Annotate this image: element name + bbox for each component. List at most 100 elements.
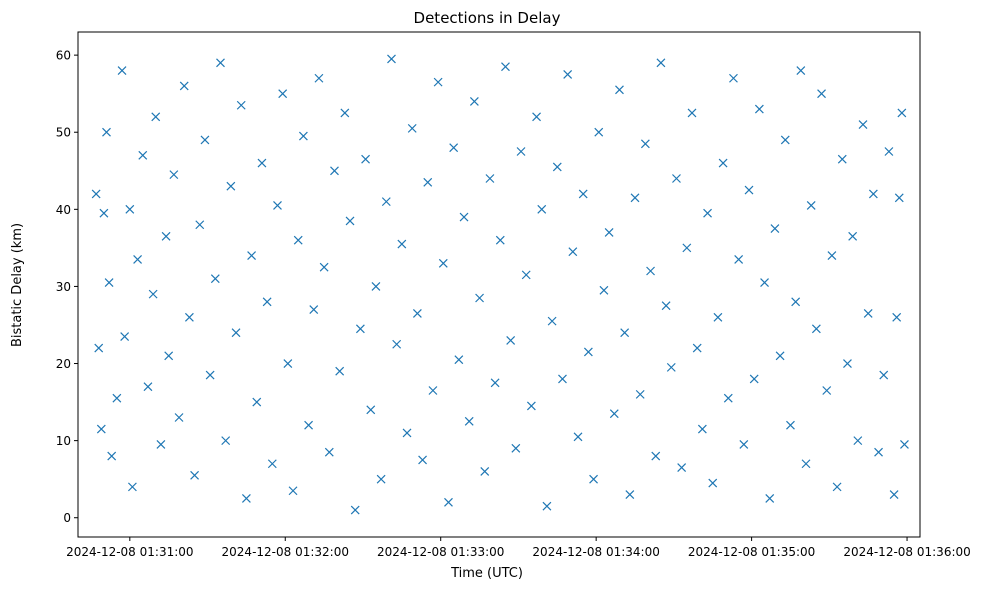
- data-point: [127, 482, 137, 492]
- data-point: [438, 258, 448, 268]
- data-point: [125, 204, 135, 214]
- data-point: [729, 73, 738, 83]
- data-point: [459, 212, 469, 222]
- data-point: [151, 112, 161, 122]
- data-point: [387, 54, 396, 64]
- data-point: [469, 96, 479, 106]
- y-tick-label: 20: [56, 357, 71, 371]
- data-point: [708, 478, 718, 488]
- data-point: [143, 382, 153, 392]
- data-point: [99, 208, 109, 218]
- data-point: [687, 108, 697, 118]
- data-point: [744, 185, 754, 195]
- data-point: [345, 216, 355, 226]
- y-axis-label: Bistatic Delay (km): [10, 223, 25, 347]
- data-point: [107, 451, 117, 461]
- data-point: [495, 235, 505, 245]
- data-point: [161, 231, 171, 241]
- data-point: [138, 150, 148, 160]
- data-point: [298, 131, 308, 141]
- chart-title: Detections in Delay: [414, 9, 561, 27]
- data-point: [444, 497, 453, 507]
- data-point: [718, 158, 728, 168]
- data-point: [210, 274, 220, 284]
- data-point: [319, 262, 329, 272]
- data-point: [252, 397, 262, 407]
- data-point: [464, 416, 474, 426]
- data-point: [521, 270, 531, 280]
- data-point: [485, 174, 495, 183]
- data-point: [780, 135, 790, 145]
- data-point: [148, 289, 158, 299]
- data-point: [324, 447, 334, 457]
- data-point: [475, 293, 484, 303]
- data-point: [573, 432, 583, 442]
- data-point: [754, 104, 764, 114]
- data-point: [765, 494, 775, 503]
- data-point: [739, 440, 749, 449]
- data-point: [863, 308, 873, 318]
- data-point: [858, 120, 868, 129]
- data-point: [713, 312, 723, 322]
- data-point: [480, 467, 490, 476]
- data-point: [104, 278, 114, 287]
- data-point: [516, 147, 526, 156]
- data-point: [594, 127, 604, 137]
- data-point: [350, 505, 360, 515]
- y-tick-label: 40: [56, 203, 71, 217]
- data-point: [340, 108, 350, 118]
- data-point: [236, 100, 246, 110]
- data-point: [827, 251, 837, 261]
- y-tick-label: 50: [56, 126, 71, 140]
- data-point: [640, 139, 650, 149]
- data-point: [692, 343, 702, 353]
- data-point: [376, 474, 386, 484]
- data-point: [837, 154, 847, 164]
- y-tick-label: 0: [63, 511, 71, 525]
- data-point: [366, 405, 376, 415]
- data-point: [418, 455, 427, 465]
- data-point: [868, 189, 878, 199]
- data-point: [552, 162, 562, 172]
- data-point: [241, 494, 251, 503]
- data-point: [309, 305, 319, 314]
- data-point: [578, 189, 588, 199]
- data-point: [216, 58, 225, 68]
- data-point: [314, 73, 324, 83]
- y-axis: 0 10 20 30 40 50 60: [56, 49, 78, 525]
- data-point: [335, 366, 345, 376]
- data-point: [547, 316, 557, 326]
- data-point: [532, 112, 541, 122]
- data-point: [102, 127, 111, 137]
- x-tick-label: 2024-12-08 01:33:00: [377, 545, 504, 559]
- data-point: [330, 166, 339, 176]
- data-point: [407, 123, 417, 133]
- data-point: [646, 266, 655, 276]
- data-point: [734, 255, 744, 264]
- data-point: [599, 285, 609, 295]
- data-point: [361, 154, 370, 164]
- x-tick-label: 2024-12-08 01:32:00: [222, 545, 349, 559]
- data-point: [293, 235, 303, 245]
- data-point: [884, 147, 894, 156]
- data-point: [651, 451, 661, 461]
- data-point: [190, 470, 200, 480]
- data-point: [791, 297, 801, 307]
- data-point: [120, 332, 130, 341]
- data-point: [786, 420, 795, 430]
- data-point: [278, 89, 288, 99]
- data-point: [589, 474, 598, 484]
- data-point: [801, 459, 811, 469]
- data-point: [672, 174, 681, 183]
- data-point: [412, 308, 422, 318]
- data-point: [894, 193, 904, 203]
- data-point: [402, 428, 412, 438]
- data-point: [558, 374, 567, 384]
- data-point: [231, 328, 241, 338]
- y-tick-label: 10: [56, 434, 71, 448]
- data-point: [853, 436, 863, 446]
- data-point: [273, 201, 282, 210]
- data-point: [822, 386, 832, 395]
- data-point: [397, 239, 407, 249]
- data-point: [843, 359, 852, 368]
